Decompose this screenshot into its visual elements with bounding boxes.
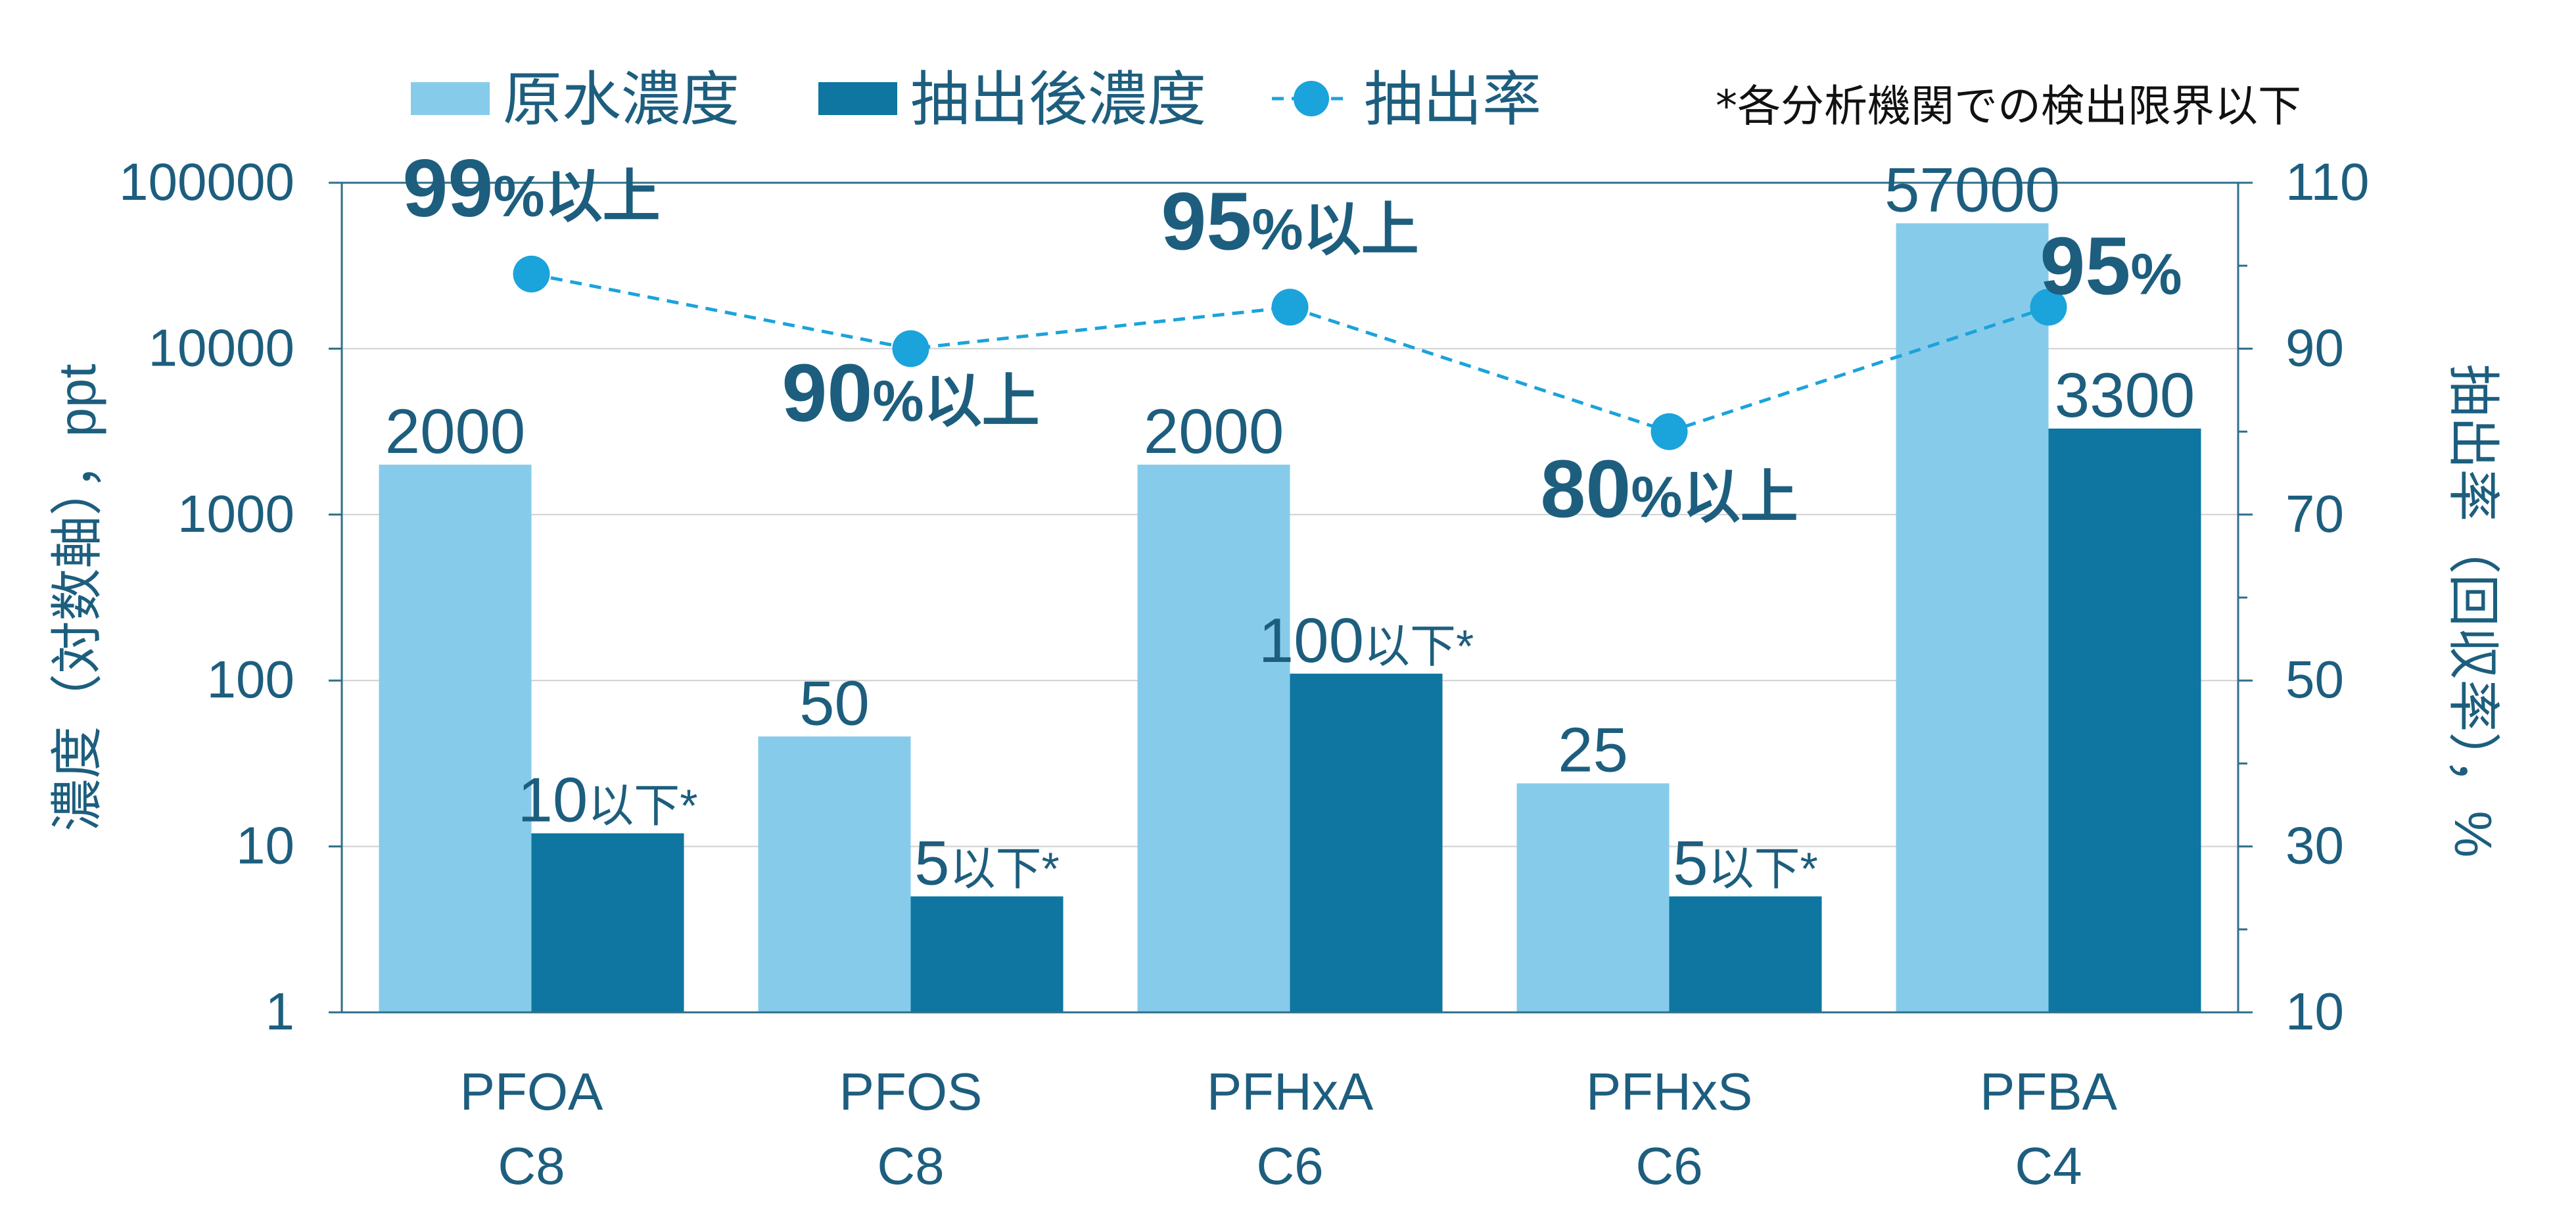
bar-data-label: 50 <box>799 668 870 738</box>
x-axis-labels: PFOA C8 PFOS C8 PFHxA C6 PFHxS C6 PFBA C4 <box>460 1062 2118 1195</box>
legend-label: 抽出後濃度 <box>910 67 1206 133</box>
rate-data-label-value: 90 <box>782 348 872 438</box>
bar-data-label-suffix: 以下* <box>588 780 697 832</box>
x-tick-label: C8 <box>877 1137 944 1195</box>
x-tick-label: C6 <box>1256 1137 1323 1195</box>
legend: 原水濃度 抽出後濃度 抽出率 <box>411 67 1541 133</box>
bar <box>1669 896 1822 1012</box>
legend-swatch <box>818 82 897 115</box>
rate-line-path <box>531 272 2049 434</box>
bars <box>379 223 2201 1012</box>
bar-data-label-value: 50 <box>799 668 870 738</box>
bar-data-label: 100以下* <box>1259 605 1474 676</box>
legend-label: 原水濃度 <box>503 67 739 133</box>
rate-data-label-suffix: %以上 <box>1631 465 1798 530</box>
y-left-tick-label: 10000 <box>149 318 294 377</box>
bar-data-label-value: 5 <box>914 828 949 899</box>
y-axis-right: 10 30 50 70 90 110 <box>2238 153 2370 1041</box>
rate-data-label: 95% <box>2040 221 2182 312</box>
y-left-tick-label: 100000 <box>119 153 294 211</box>
bar-data-label: 25 <box>1558 715 1628 786</box>
rate-point <box>1271 289 1309 326</box>
bar-data-label: 10以下* <box>517 765 697 836</box>
bar-data-label-value: 2000 <box>385 396 526 467</box>
rate-data-label: 99%以上 <box>402 143 660 234</box>
legend-marker <box>1294 81 1329 116</box>
bar <box>1516 783 1670 1012</box>
legend-swatch <box>411 82 490 115</box>
bar <box>379 464 532 1012</box>
y-left-tick-label: 10 <box>236 816 294 875</box>
rate-data-label-value: 80 <box>1540 444 1631 535</box>
y-right-tick-label: 70 <box>2285 484 2344 543</box>
y-left-tick-label: 100 <box>207 650 294 709</box>
bar <box>910 896 1064 1012</box>
y-left-tick-label: 1 <box>266 982 295 1041</box>
bar-data-label: 2000 <box>385 396 526 467</box>
legend-item: 抽出後濃度 <box>818 67 1206 133</box>
x-tick-label: PFBA <box>1980 1062 2118 1121</box>
rate-data-label-value: 95 <box>1161 176 1252 267</box>
bar-data-label-suffix: 以下* <box>1364 621 1474 672</box>
legend-item: 抽出率 <box>1272 67 1541 133</box>
rate-data-label: 95%以上 <box>1161 176 1418 267</box>
x-tick-label: C6 <box>1635 1137 1702 1195</box>
rate-point <box>2030 289 2067 326</box>
rate-point <box>513 255 550 293</box>
bar-data-label: 57000 <box>1885 155 2060 225</box>
bar-data-label-value: 10 <box>517 765 588 836</box>
y-right-tick-label: 110 <box>2285 153 2370 211</box>
rate-data-label-suffix: %以上 <box>493 164 660 229</box>
legend-label: 抽出率 <box>1364 67 1541 133</box>
rate-data-label-suffix: %以上 <box>872 368 1039 433</box>
x-tick-label: C8 <box>498 1137 565 1195</box>
bar-data-label: 2000 <box>1144 396 1284 467</box>
bar-data-label-value: 5 <box>1673 828 1708 899</box>
y-axis-left-title: 濃度（対数軸），ppt <box>48 364 106 831</box>
y-right-tick-label: 90 <box>2285 318 2344 377</box>
bar-data-label: 5以下* <box>914 828 1060 899</box>
detection-limit-note: *各分析機関での検出限界以下 <box>1716 81 2301 131</box>
bar-data-label-suffix: 以下* <box>1708 843 1818 895</box>
x-tick-label: PFHxS <box>1586 1062 1752 1121</box>
rate-line <box>513 255 2067 450</box>
y-left-tick-label: 1000 <box>177 484 294 543</box>
bar <box>758 736 911 1012</box>
x-tick-label: PFOA <box>460 1062 603 1121</box>
bar-data-label-suffix: 以下* <box>950 843 1060 895</box>
x-tick-label: C4 <box>2015 1137 2082 1195</box>
data-labels: 2000502000255700010以下*5以下*100以下*5以下*3300… <box>385 143 2195 899</box>
y-right-tick-label: 10 <box>2285 982 2344 1041</box>
bar-data-label-value: 3300 <box>2055 360 2195 431</box>
x-tick-label: PFHxA <box>1207 1062 1374 1121</box>
rate-data-label: 90%以上 <box>782 348 1039 438</box>
rate-data-label-value: 95 <box>2040 221 2130 312</box>
rate-point <box>1651 413 1688 450</box>
rate-point <box>892 330 929 367</box>
bar <box>1137 464 1290 1012</box>
x-tick-label: PFOS <box>839 1062 983 1121</box>
rate-data-label-suffix: %以上 <box>1252 197 1418 262</box>
bar <box>1290 673 1443 1012</box>
bar <box>1896 223 2049 1012</box>
bar <box>2048 428 2201 1012</box>
rate-data-label: 80%以上 <box>1540 444 1798 535</box>
legend-item: 原水濃度 <box>411 67 739 133</box>
bar-data-label-value: 25 <box>1558 715 1628 786</box>
bar-data-label: 3300 <box>2055 360 2195 431</box>
bar-data-label-value: 100 <box>1259 605 1364 676</box>
y-right-tick-label: 30 <box>2285 816 2344 875</box>
bar-data-label: 5以下* <box>1673 828 1818 899</box>
bar-data-label-value: 57000 <box>1885 155 2060 225</box>
rate-data-label-suffix: % <box>2130 241 2182 306</box>
y-right-tick-label: 50 <box>2285 650 2344 709</box>
rate-data-label-value: 99 <box>402 143 493 234</box>
bar-data-label-value: 2000 <box>1144 396 1284 467</box>
y-axis-right-title: 抽出率（回収率），% <box>2444 364 2502 857</box>
bar <box>531 833 684 1012</box>
y-axis-left: 1 10 100 1000 10000 100000 <box>119 153 342 1041</box>
